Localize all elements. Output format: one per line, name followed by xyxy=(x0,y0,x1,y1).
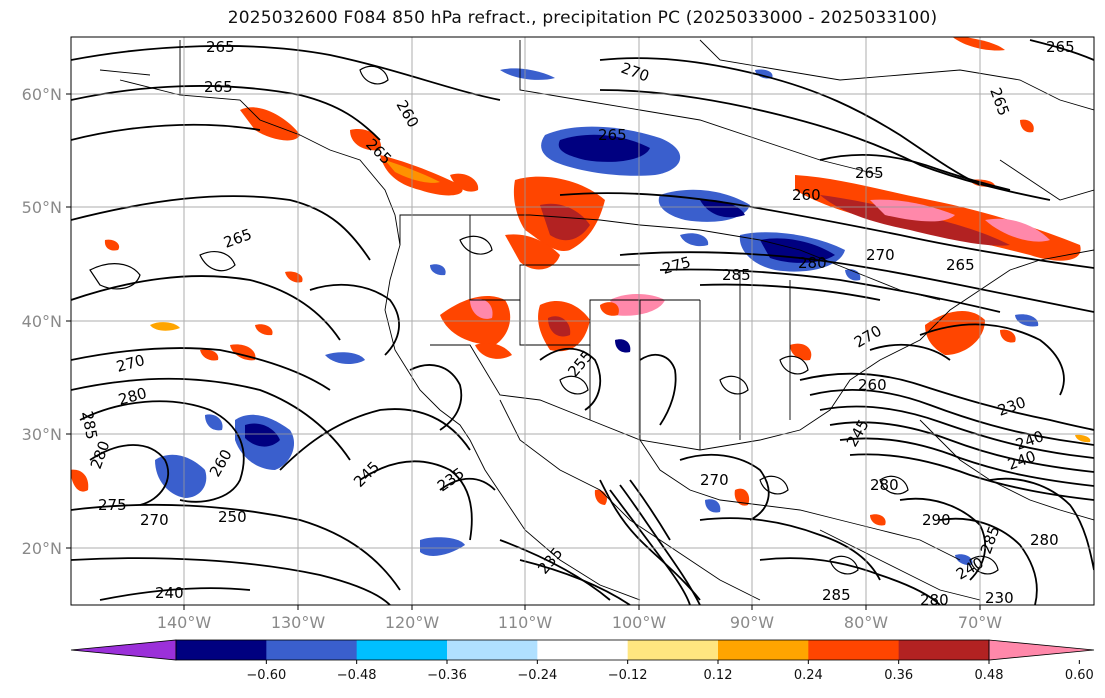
contour-label: 265 xyxy=(204,78,233,96)
contour-label: 260 xyxy=(792,186,821,204)
lon-label: 140°W xyxy=(157,613,212,632)
lat-label: 20°N xyxy=(22,539,62,558)
colorbar-frame xyxy=(175,639,990,661)
lat-label: 30°N xyxy=(22,425,62,444)
contour-label: 280 xyxy=(798,254,827,272)
colorbar-label: 0.24 xyxy=(794,668,823,683)
colorbar-label: −0.60 xyxy=(246,668,286,683)
lat-label: 50°N xyxy=(22,198,62,217)
lon-label: 80°W xyxy=(844,613,888,632)
contour-label: 260 xyxy=(858,376,887,394)
lon-label: 100°W xyxy=(612,613,667,632)
contour-label: 270 xyxy=(140,511,169,529)
contour-label: 290 xyxy=(922,511,951,529)
colorbar-swatch xyxy=(808,640,900,660)
contour-label: 265 xyxy=(855,164,884,182)
colorbar-label: −0.24 xyxy=(517,668,557,683)
contour-label: 280 xyxy=(870,476,899,494)
colorbar-label: 0.60 xyxy=(1065,668,1094,683)
colorbar-swatch xyxy=(537,640,629,660)
colorbar-label: −0.12 xyxy=(608,668,648,683)
contour-label: 280 xyxy=(920,591,949,609)
lon-label: 70°W xyxy=(958,613,1002,632)
lon-label: 110°W xyxy=(498,613,553,632)
colorbar-label: −0.36 xyxy=(427,668,467,683)
contour-label: 265 xyxy=(1046,38,1075,56)
map-plot-area: 265 265 265 265 270 260 265 265 265 260 … xyxy=(71,37,1094,609)
fine-contours xyxy=(89,65,999,575)
contour-label: 285 xyxy=(822,586,851,604)
lat-axis: 60°N 50°N 40°N 30°N 20°N xyxy=(22,85,71,558)
colorbar-label: 0.12 xyxy=(704,668,733,683)
lon-label: 120°W xyxy=(385,613,440,632)
colorbar-label: −0.48 xyxy=(337,668,377,683)
graticule xyxy=(71,37,1094,605)
contour-label: 275 xyxy=(98,496,127,514)
colorbar-swatch xyxy=(718,640,809,660)
colorbar-label: 0.48 xyxy=(975,668,1004,683)
colorbar-swatch xyxy=(356,640,448,660)
colorbar-swatch xyxy=(627,640,719,660)
colorbar-swatch xyxy=(898,640,990,660)
lon-axis: 140°W 130°W 120°W 110°W 100°W 90°W 80°W … xyxy=(157,605,1002,632)
contour-label: 285 xyxy=(722,266,751,284)
colorbar-extend-low xyxy=(70,639,177,661)
lat-label: 40°N xyxy=(22,312,62,331)
contour-label: 270 xyxy=(700,471,729,489)
contour-label: 265 xyxy=(946,256,975,274)
contour-label: 265 xyxy=(206,38,235,56)
colorbar-label: 0.36 xyxy=(884,668,913,683)
contour-label: 285 xyxy=(78,410,101,441)
contour-label: 280 xyxy=(1030,531,1059,549)
colorbar-extend-high xyxy=(988,639,1095,661)
colorbar: −0.60 −0.48 −0.36 −0.24 −0.12 0.12 0.24 0.36 0.4… xyxy=(70,639,1095,683)
refractivity-contours xyxy=(71,39,1094,605)
contour-label: 250 xyxy=(218,508,247,526)
lon-label: 90°W xyxy=(730,613,774,632)
contour-label: 270 xyxy=(866,246,895,264)
colorbar-swatch xyxy=(176,640,267,660)
colorbar-swatch xyxy=(447,640,538,660)
contour-label: 240 xyxy=(155,584,184,602)
colorbar-swatch xyxy=(266,640,358,660)
contour-label: 230 xyxy=(985,589,1014,607)
coastlines-borders xyxy=(99,39,1094,601)
map-title: 2025032600 F084 850 hPa refract., precip… xyxy=(227,8,938,28)
lon-label: 130°W xyxy=(271,613,326,632)
contour-label: 265 xyxy=(598,126,627,144)
lat-label: 60°N xyxy=(22,85,62,104)
